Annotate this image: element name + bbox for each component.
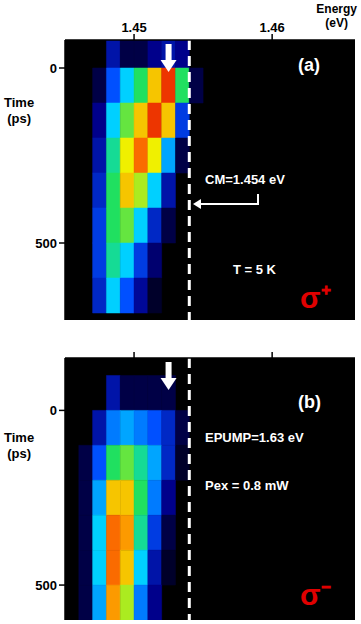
html-text:CM=1.454 eV: CM=1.454 eV	[205, 172, 285, 187]
html-text:(eV): (eV)	[325, 16, 348, 30]
html-text:σ⁻: σ⁻	[300, 578, 331, 611]
html-text:Energy: Energy	[316, 2, 357, 16]
html-text:Time: Time	[4, 95, 35, 110]
html-text:(ps): (ps)	[7, 111, 31, 126]
html-text:(a): (a)	[298, 55, 320, 75]
svg-text:0: 0	[50, 403, 57, 418]
svg-text:1.45: 1.45	[121, 20, 146, 35]
html-text:σ⁺: σ⁺	[300, 281, 331, 314]
svg-text:1.46: 1.46	[259, 20, 284, 35]
svg-text:500: 500	[35, 578, 57, 593]
html-text:Pex = 0.8 mW: Pex = 0.8 mW	[205, 478, 289, 493]
html-text:(b): (b)	[298, 392, 321, 412]
html-text:Time: Time	[4, 430, 35, 445]
svg-text:0: 0	[50, 61, 57, 76]
html-text:(ps): (ps)	[7, 446, 31, 461]
html-text:T = 5 K: T = 5 K	[233, 262, 276, 277]
svg-text:500: 500	[35, 236, 57, 251]
html-text:EPUMP=1.63 eV: EPUMP=1.63 eV	[205, 430, 304, 445]
